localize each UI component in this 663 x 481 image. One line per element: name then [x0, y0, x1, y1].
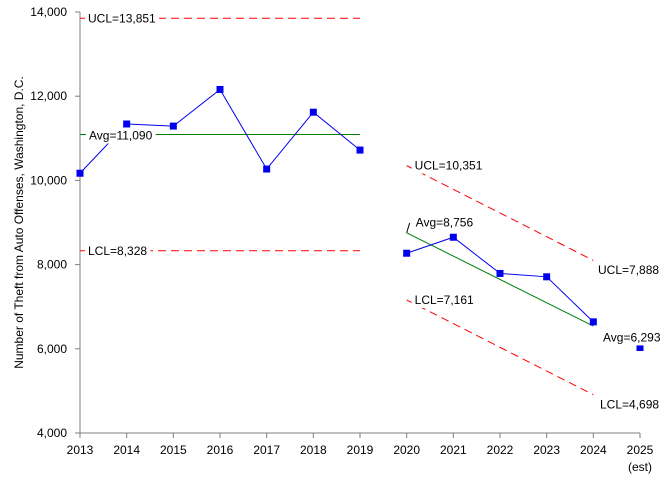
ucl-label-end: UCL=7,888: [598, 263, 659, 277]
x-tick-label: 2024: [580, 443, 607, 457]
data-point: [356, 146, 364, 154]
lcl-label-start-bg: [411, 291, 478, 308]
y-tick-label: 12,000: [30, 89, 67, 103]
label-leader-line: [406, 222, 411, 233]
x-tick-label: 2021: [440, 443, 467, 457]
data-point: [589, 318, 597, 326]
x-tick-label: 2017: [253, 443, 280, 457]
x-tick-label: 2022: [487, 443, 514, 457]
x-tick-label: 2018: [300, 443, 327, 457]
y-tick-label: 14,000: [30, 5, 67, 19]
x-tick-label: 2023: [533, 443, 560, 457]
average-label-end-bg: [600, 329, 663, 346]
lcl-label-start: LCL=7,161: [415, 293, 474, 307]
control-limit-labels: UCL=13,851 Avg=11,090 LCL=8,328 UCL=10,351 L…: [85, 10, 663, 413]
data-point: [543, 273, 551, 281]
x-tick-sublabel: (est): [628, 460, 652, 474]
y-tick-label: 4,000: [37, 426, 67, 440]
lcl-label-end-bg: [597, 396, 663, 413]
average-label-start: Avg=8,756: [416, 216, 474, 230]
data-point: [309, 108, 317, 116]
data-point-estimate: [636, 344, 644, 352]
data-point: [403, 249, 411, 257]
y-axis-title: Number of Theft from Auto Offenses, Wash…: [12, 76, 26, 369]
data-point: [216, 85, 224, 93]
control-limit-lines: [80, 17, 594, 396]
x-tick-label: 2016: [207, 443, 234, 457]
data-point: [169, 122, 177, 130]
average-line: [406, 232, 594, 327]
x-tick-label: 2019: [347, 443, 374, 457]
data-point: [123, 120, 131, 128]
x-tick-label: 2013: [67, 443, 94, 457]
ucl-label-start-bg: [411, 157, 486, 174]
ucl-label-bg: [85, 10, 160, 27]
data-point: [263, 165, 271, 173]
y-tick-label: 6,000: [37, 342, 67, 356]
x-tick-label: 2014: [113, 443, 140, 457]
data-point: [76, 169, 84, 177]
y-tick-label: 10,000: [30, 173, 67, 187]
ucl-line: [406, 165, 594, 261]
ucl-label: UCL=13,851: [88, 11, 156, 25]
average-label-start-bg: [412, 214, 477, 231]
ucl-label-end-bg: [595, 262, 663, 279]
lcl-label-end: LCL=4,698: [600, 397, 659, 411]
x-tick-label: 2025: [627, 443, 654, 457]
lcl-label: LCL=8,328: [88, 244, 147, 258]
average-label: Avg=11,090: [89, 129, 153, 143]
data-series: [76, 85, 644, 352]
average-label-end: Avg=6,293: [603, 330, 661, 344]
lcl-line: [406, 299, 594, 396]
x-tick-label: 2020: [393, 443, 420, 457]
y-tick-label: 8,000: [37, 258, 67, 272]
ucl-label-start: UCL=10,351: [415, 159, 483, 173]
x-tick-label: 2015: [160, 443, 187, 457]
lcl-label-bg: [85, 242, 151, 259]
axis-ticks: 4,000 6,000 8,000 10,000 12,000 14,000 2013 201…: [30, 5, 653, 474]
average-label-bg: [86, 127, 156, 144]
data-point: [496, 269, 504, 277]
data-point: [449, 233, 457, 241]
